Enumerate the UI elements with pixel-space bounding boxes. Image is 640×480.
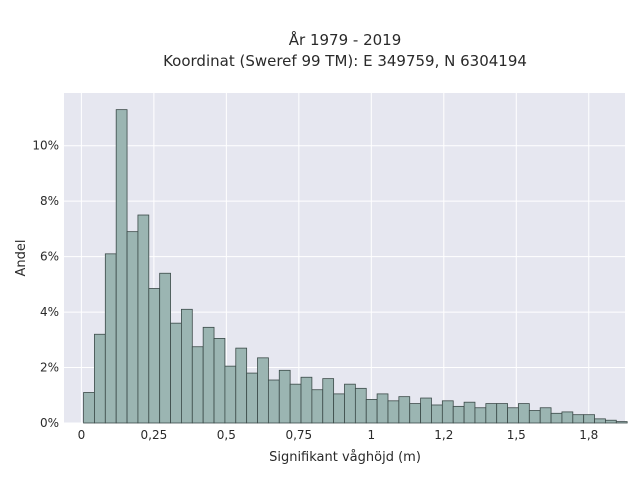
y-axis-label: Andel — [14, 240, 29, 277]
histogram-bar — [496, 403, 508, 424]
x-tick-label-5: 1,2 — [434, 428, 453, 442]
histogram-bar — [572, 414, 585, 424]
x-tick-label-2: 0,5 — [217, 428, 236, 442]
histogram-bar — [267, 379, 280, 424]
histogram-bar — [278, 369, 291, 424]
histogram-bar — [420, 397, 432, 424]
x-tick-label-1: 0,25 — [141, 428, 168, 442]
y-tick-label-3: 6% — [40, 250, 59, 264]
histogram-bar — [550, 412, 563, 424]
histogram-bar — [431, 404, 443, 424]
chart-subtitle: Koordinat (Sweref 99 TM): E 349759, N 63… — [163, 52, 527, 70]
histogram-bar — [115, 109, 128, 424]
histogram-bar — [507, 407, 519, 424]
histogram-bars — [83, 109, 628, 424]
histogram-bar — [159, 272, 171, 424]
histogram-bar — [170, 322, 182, 424]
x-axis-label: Signifikant våghöjd (m) — [269, 450, 421, 465]
histogram-bar — [333, 393, 345, 424]
histogram-bar — [474, 407, 487, 424]
y-tick-label-5: 10% — [32, 139, 59, 153]
histogram-bar — [246, 372, 258, 424]
histogram-bar — [365, 399, 378, 424]
histogram-bar — [441, 400, 454, 424]
x-tick-label-0: 0 — [78, 428, 86, 442]
histogram-bar — [594, 418, 606, 424]
histogram-bar — [104, 253, 117, 424]
histogram-bar — [311, 389, 324, 424]
y-tick-label-4: 8% — [40, 194, 59, 208]
histogram-bar — [561, 411, 574, 424]
histogram-bar — [409, 403, 422, 424]
histogram-bar — [528, 410, 541, 424]
histogram-bar — [126, 231, 139, 424]
histogram-bar — [605, 419, 617, 424]
histogram-bar — [257, 357, 269, 424]
histogram-bar — [213, 338, 226, 424]
histogram-bar — [83, 392, 95, 424]
histogram-bar — [181, 308, 193, 424]
y-tick-label-1: 2% — [40, 361, 59, 375]
axis-ticks: 0 0,25 0,5 0,75 1 1,2 1,5 1,8 0% 2% 4% 6% 8% 10% — [32, 139, 598, 442]
histogram-bar — [354, 387, 367, 424]
x-tick-label-4: 1 — [367, 428, 375, 442]
histogram-bar — [539, 407, 552, 424]
histogram-bar — [615, 421, 628, 424]
histogram-bar — [485, 403, 498, 424]
histogram-bar — [398, 396, 411, 424]
histogram-bar — [224, 365, 237, 424]
chart-title: År 1979 - 2019 — [289, 30, 402, 49]
x-tick-label-7: 1,8 — [579, 428, 598, 442]
histogram-bar — [583, 414, 595, 424]
y-tick-label-0: 0% — [40, 416, 59, 430]
histogram-bar — [191, 346, 204, 424]
histogram-bar — [463, 401, 476, 424]
histogram-bar — [137, 214, 150, 424]
histogram-bar — [387, 400, 400, 424]
histogram-bar — [235, 347, 248, 424]
histogram-bar — [148, 288, 161, 424]
histogram-bar — [344, 383, 356, 424]
histogram-bar — [518, 403, 530, 424]
histogram-bar — [202, 326, 215, 424]
histogram-bar — [300, 376, 313, 424]
x-tick-label-3: 0,75 — [285, 428, 312, 442]
histogram-bar — [376, 393, 389, 424]
histogram-bar — [322, 378, 335, 424]
histogram-bar — [94, 333, 106, 424]
histogram-bar — [452, 405, 465, 424]
x-tick-label-6: 1,5 — [507, 428, 526, 442]
y-tick-label-2: 4% — [40, 305, 59, 319]
histogram-bar — [289, 383, 302, 424]
